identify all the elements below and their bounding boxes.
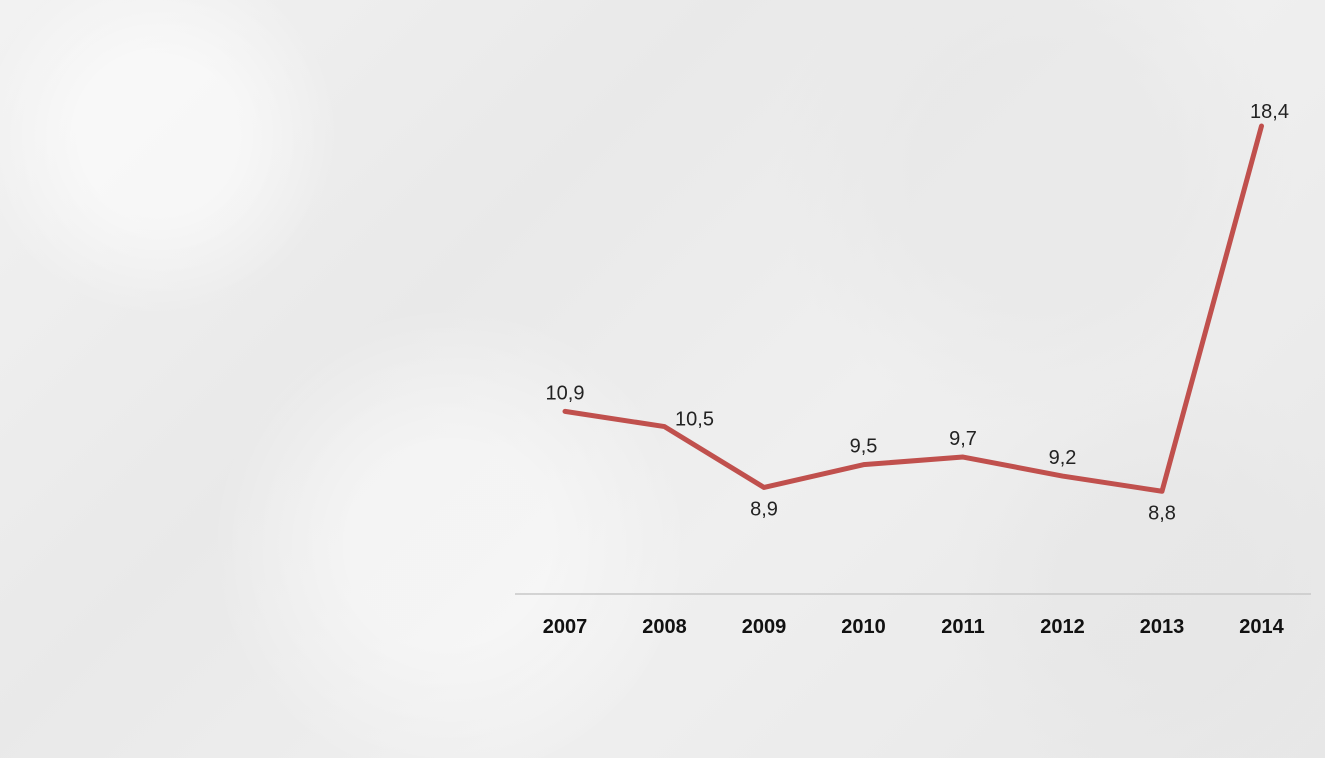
x-axis-tick-label: 2012	[1040, 616, 1085, 638]
data-label: 10,9	[546, 382, 585, 404]
x-axis-tick-label: 2010	[841, 616, 886, 638]
x-axis-tick-label: 2009	[742, 616, 787, 638]
data-label: 9,2	[1049, 447, 1077, 469]
x-axis-tick-label: 2013	[1140, 616, 1185, 638]
data-label: 8,8	[1148, 502, 1176, 524]
x-axis-tick-labels: 2007 2008 2009 2010 2011 2012 2013 2014	[543, 616, 1285, 638]
data-labels-group: 10,9 10,5 8,9 9,5 9,7 9,2 8,8 18,4	[546, 101, 1289, 524]
data-label: 9,5	[850, 436, 878, 458]
x-axis-tick-label: 2007	[543, 616, 588, 638]
data-label: 9,7	[949, 428, 977, 450]
data-label: 8,9	[750, 498, 778, 520]
x-axis-tick-label: 2011	[941, 616, 984, 638]
data-label: 10,5	[675, 409, 714, 431]
x-axis-tick-label: 2014	[1239, 616, 1284, 638]
data-label: 18,4	[1250, 101, 1289, 123]
series-line	[562, 123, 1264, 494]
x-axis-tick-label: 2008	[642, 616, 687, 638]
series-group	[562, 123, 1264, 494]
